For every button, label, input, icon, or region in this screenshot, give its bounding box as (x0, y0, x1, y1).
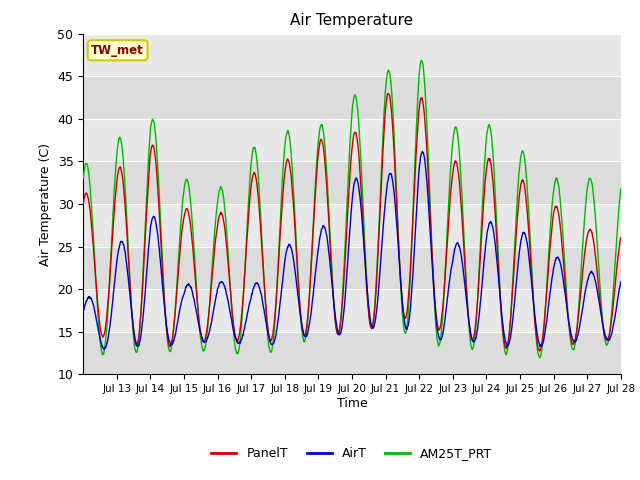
AM25T_PRT (479, 192, 486, 198)
PanelT (338, 309, 346, 314)
Legend: PanelT, AirT, AM25T_PRT: PanelT, AirT, AM25T_PRT (206, 442, 498, 465)
Line: AM25T_PRT: AM25T_PRT (83, 60, 621, 358)
Bar (83, 204, 621, 247)
PanelT (536, 348, 543, 354)
Bar (83, 247, 621, 289)
AM25T_PRT (417, 58, 425, 63)
AirT (611, 317, 618, 323)
AM25T_PRT (163, 335, 171, 341)
AM25T_PRT (617, 186, 625, 192)
PanelT (328, 266, 335, 272)
AM25T_PRT (536, 355, 543, 360)
AirT (164, 330, 172, 336)
AirT (617, 279, 625, 285)
PanelT (617, 235, 625, 240)
AirT (79, 310, 87, 315)
PanelT (558, 241, 566, 247)
AM25T_PRT (558, 219, 566, 225)
AirT (328, 280, 336, 286)
PanelT (479, 212, 486, 218)
AM25T_PRT (328, 260, 335, 266)
Bar (83, 34, 621, 76)
Line: AirT: AirT (83, 152, 621, 349)
Line: PanelT: PanelT (83, 94, 621, 351)
Bar (83, 119, 621, 161)
AirT (338, 324, 346, 329)
Bar (83, 161, 621, 204)
Bar (83, 332, 621, 374)
PanelT (385, 91, 392, 96)
Bar (83, 76, 621, 119)
Text: TW_met: TW_met (92, 44, 144, 57)
Title: Air Temperature: Air Temperature (291, 13, 413, 28)
AirT (419, 149, 426, 155)
AM25T_PRT (338, 305, 346, 311)
PanelT (611, 289, 618, 295)
AirT (558, 268, 566, 274)
AM25T_PRT (79, 175, 87, 180)
AirT (100, 347, 108, 352)
PanelT (163, 333, 171, 339)
AirT (479, 269, 487, 275)
Y-axis label: Air Temperature (C): Air Temperature (C) (39, 143, 52, 265)
AM25T_PRT (611, 270, 618, 276)
X-axis label: Time: Time (337, 397, 367, 410)
PanelT (79, 202, 87, 207)
Bar (83, 289, 621, 332)
